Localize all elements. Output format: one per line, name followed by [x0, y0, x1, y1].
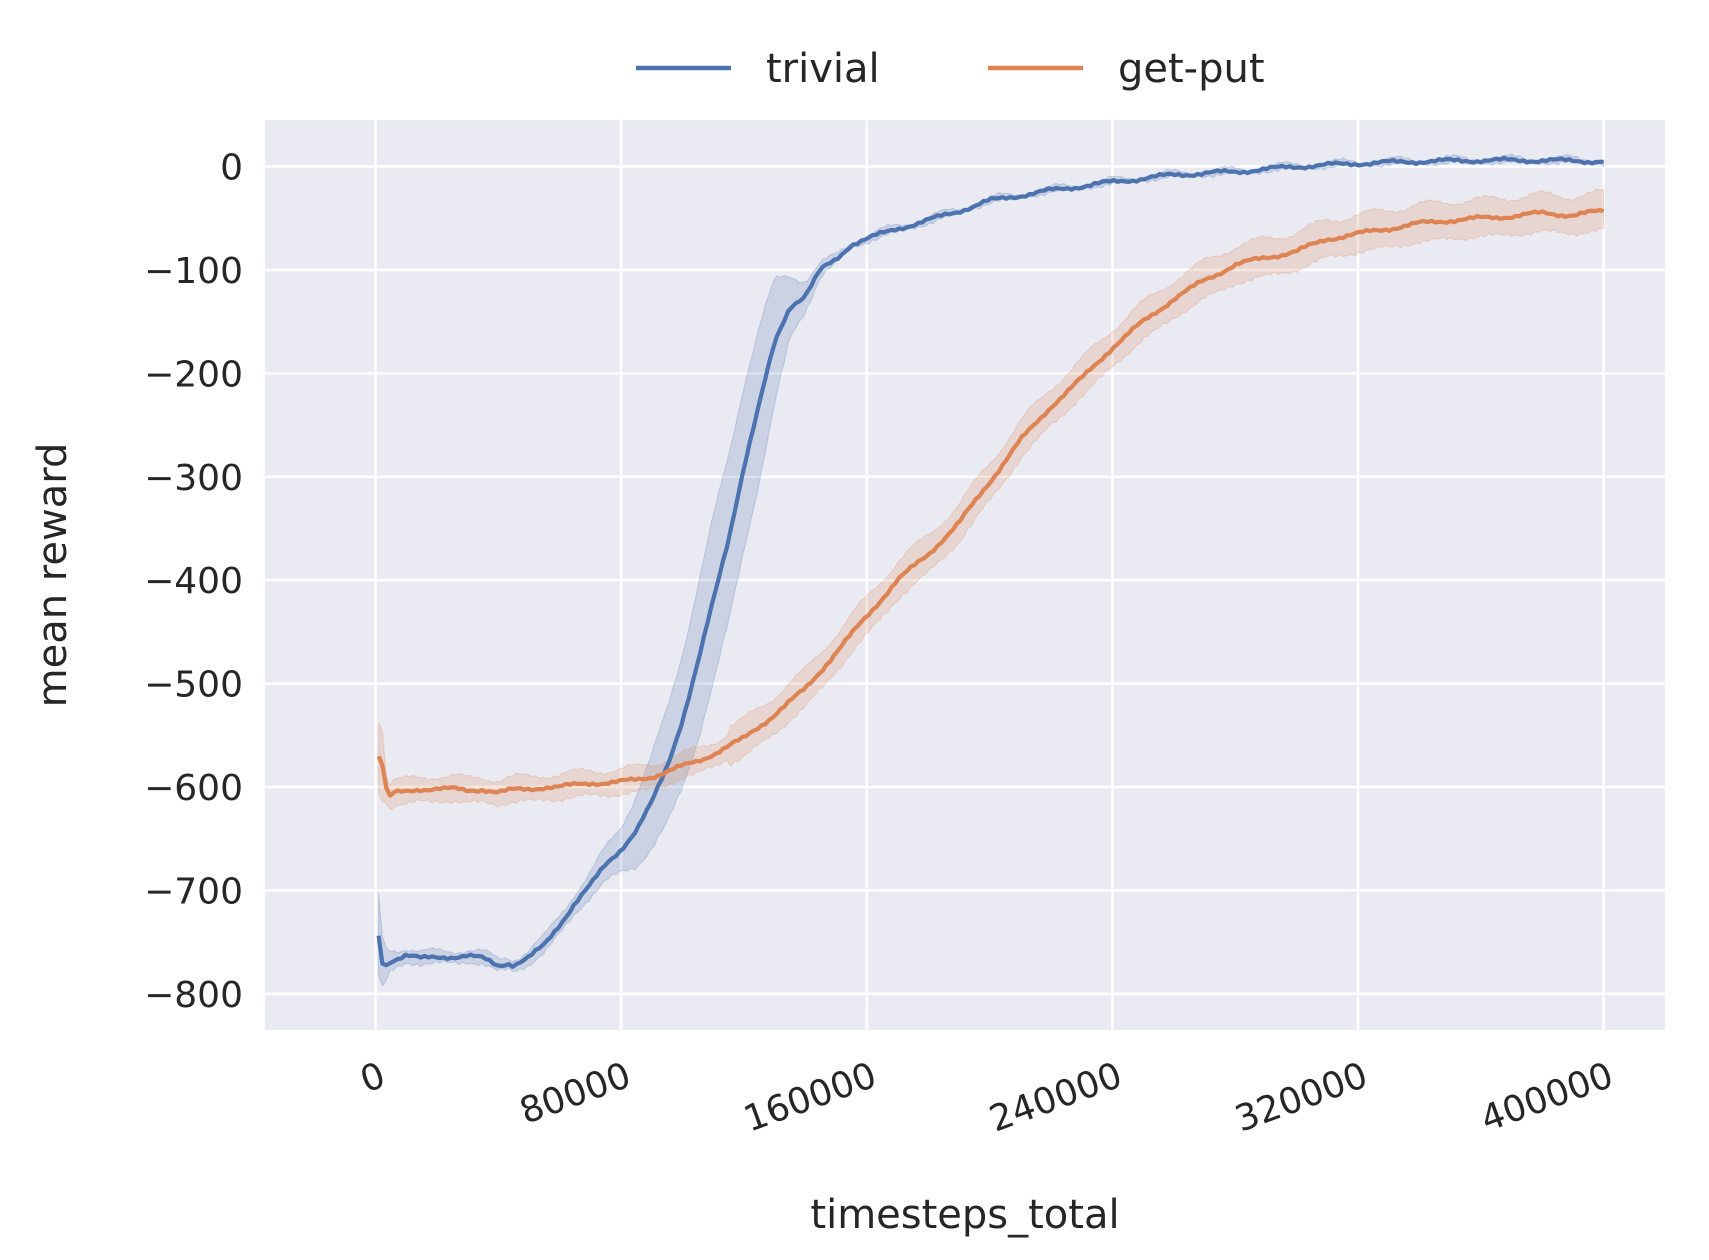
y-tick-label: −100: [144, 251, 243, 292]
y-tick-label: −400: [144, 561, 243, 602]
x-axis-label: timesteps_total: [810, 1192, 1119, 1238]
series-line-trivial: [376, 155, 1604, 969]
y-tick-label: −500: [144, 665, 243, 706]
confidence-band-get-put: [378, 188, 1605, 811]
y-tick-label: 0: [220, 148, 243, 189]
y-tick-label: −700: [144, 871, 243, 912]
legend-label-get-put: get-put: [1118, 46, 1265, 92]
plot-area: [265, 120, 1665, 1030]
y-axis-label: mean reward: [30, 443, 76, 708]
series-lines: [376, 155, 1605, 969]
y-tick-label: −600: [144, 768, 243, 809]
y-tick-labels: 0 −100 −200 −300 −400 −500 −600 −700 −800: [144, 148, 243, 1016]
confidence-band-trivial: [378, 153, 1605, 987]
y-tick-label: −300: [144, 458, 243, 499]
legend: trivial get-put: [636, 46, 1265, 92]
confidence-bands: [378, 153, 1605, 987]
legend-label-trivial: trivial: [766, 46, 880, 92]
grid-lines: [265, 120, 1665, 1030]
y-tick-label: −800: [144, 975, 243, 1016]
series-line-get-put: [376, 207, 1605, 798]
y-tick-label: −200: [144, 354, 243, 395]
